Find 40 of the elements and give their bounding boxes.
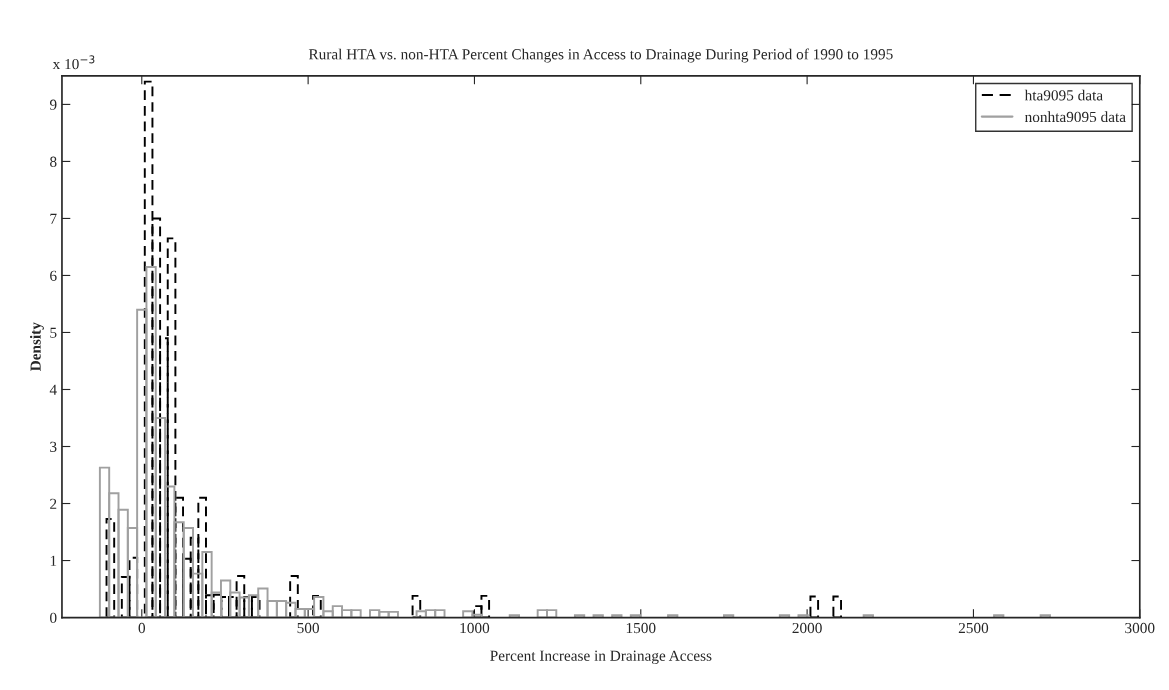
y-axis-title: Density xyxy=(30,322,44,372)
legend-label: hta9095 data xyxy=(1024,89,1103,101)
bar xyxy=(611,614,623,618)
bar xyxy=(508,614,520,618)
bar xyxy=(722,614,735,618)
bar xyxy=(105,517,116,618)
x-tick-label: 3000 xyxy=(1125,622,1155,634)
bar xyxy=(289,574,299,618)
y-tick-label: 0 xyxy=(50,612,57,623)
x-tick-label: 1000 xyxy=(460,622,490,634)
bar xyxy=(778,614,791,618)
y-tick-label: 9 xyxy=(49,99,57,110)
chart-title: Rural HTA vs. non-HTA Percent Changes in Access to Drainage During Period of 1990 to 1995 xyxy=(308,48,893,63)
y-tick-label: 8 xyxy=(50,156,57,167)
bar xyxy=(797,614,809,618)
x-tick-label: 1500 xyxy=(626,622,656,634)
bar xyxy=(809,595,820,618)
x-tick-label: 2500 xyxy=(958,622,989,634)
x-tick-label: 500 xyxy=(297,622,319,634)
bar xyxy=(667,614,679,618)
y-tick-label: 5 xyxy=(50,327,57,338)
bar xyxy=(832,595,843,618)
bar xyxy=(1039,614,1051,618)
bar xyxy=(573,614,586,618)
y-tick-label: 1 xyxy=(50,555,57,566)
y-tick-label: 6 xyxy=(50,270,57,281)
x-tick-label: 2000 xyxy=(792,622,822,634)
y-tick-label: 3 xyxy=(50,441,57,452)
y-tick-label: 7 xyxy=(50,213,57,224)
bar xyxy=(592,614,604,618)
bar xyxy=(629,614,642,618)
bar xyxy=(411,594,422,618)
legend-label: nonhta9095 data xyxy=(1024,111,1126,123)
y-tick-label: 2 xyxy=(50,498,57,509)
y-tick-label: 4 xyxy=(49,384,57,395)
bar xyxy=(862,614,874,618)
x-tick-label: 0 xyxy=(138,622,146,634)
bar xyxy=(993,614,1005,618)
x-axis-title: Percent Increase in Drainage Access xyxy=(490,650,712,665)
text: x 10$^{−3}$ xyxy=(52,55,95,70)
